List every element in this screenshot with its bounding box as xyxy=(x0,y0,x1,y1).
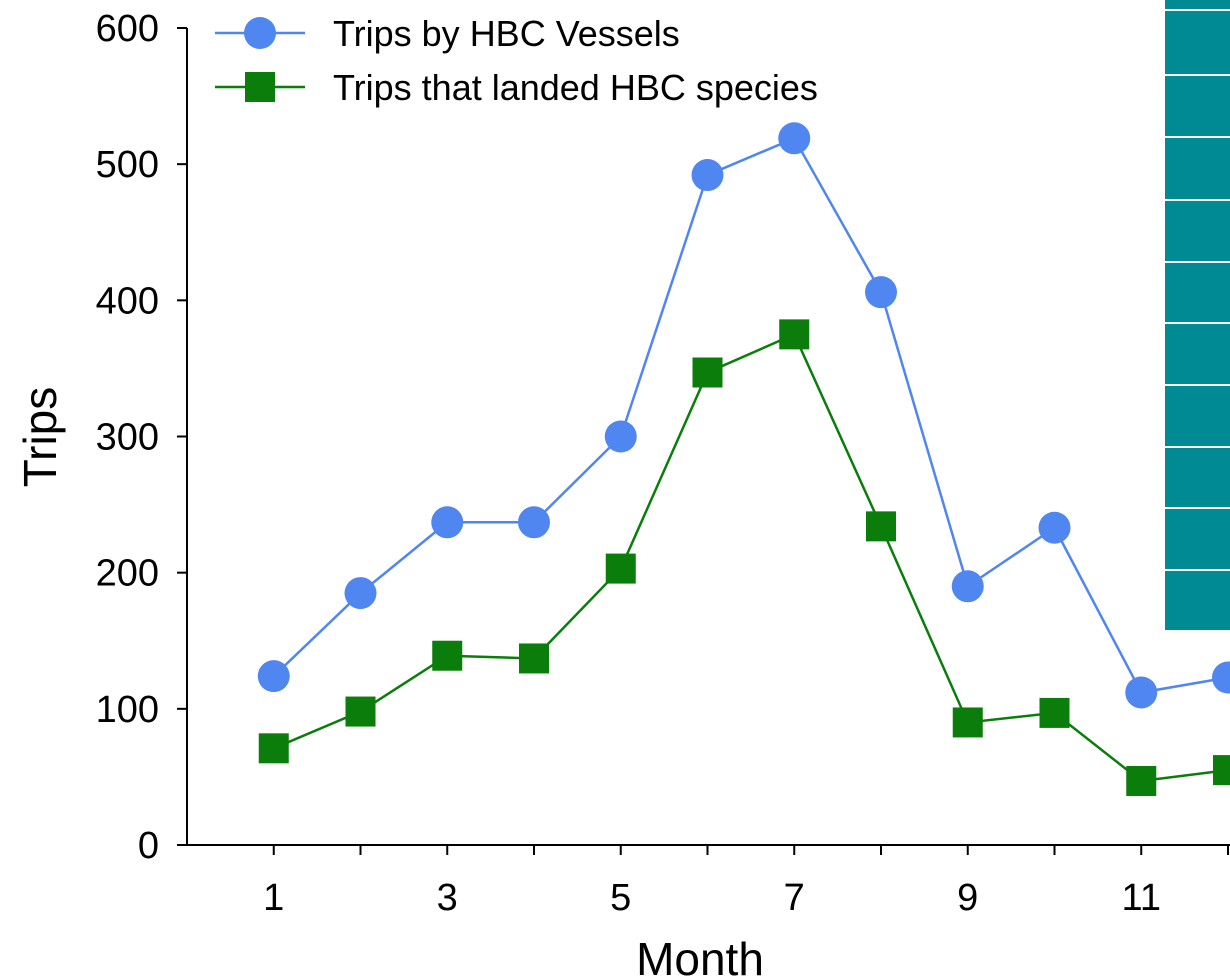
data-point xyxy=(432,640,463,671)
legend-label: Trips by HBC Vessels xyxy=(333,13,680,54)
data-point xyxy=(431,506,464,539)
data-point xyxy=(1126,766,1157,797)
data-point xyxy=(1213,755,1230,786)
data-point xyxy=(344,577,377,610)
data-point xyxy=(345,696,376,727)
series-line xyxy=(273,332,1229,783)
y-tick-label: 100 xyxy=(96,689,159,731)
data-point xyxy=(1039,697,1070,728)
y-tick-label: 500 xyxy=(96,144,159,186)
series-2 xyxy=(258,319,1230,797)
data-point xyxy=(1212,661,1230,694)
data-point xyxy=(952,707,983,738)
data-point xyxy=(605,553,636,584)
data-point xyxy=(1125,676,1158,709)
y-axis-title: Trips xyxy=(14,387,66,488)
legend-marker xyxy=(245,72,275,102)
y-tick-label: 200 xyxy=(96,553,159,595)
data-point xyxy=(866,511,896,542)
series-1 xyxy=(257,122,1230,709)
data-point xyxy=(1038,511,1071,544)
data-point xyxy=(778,122,811,155)
data-point xyxy=(691,159,724,192)
x-tick-label: 11 xyxy=(1122,877,1161,919)
data-point xyxy=(692,357,723,388)
x-tick-label: 5 xyxy=(610,877,631,919)
legend-marker xyxy=(244,17,276,49)
x-axis-title: Month xyxy=(636,933,764,980)
x-tick-label: 9 xyxy=(957,877,978,919)
data-point xyxy=(258,733,289,764)
x-tick-label: 7 xyxy=(784,877,805,919)
data-point xyxy=(519,643,549,674)
data-point xyxy=(257,660,290,693)
y-tick-label: 300 xyxy=(96,417,159,459)
series-line xyxy=(272,136,1229,694)
y-tick-label: 600 xyxy=(96,8,159,50)
data-point xyxy=(865,276,897,309)
data-point xyxy=(779,319,810,350)
overlay-panel xyxy=(1165,0,1230,630)
data-point xyxy=(951,570,984,603)
legend-label: Trips that landed HBC species xyxy=(333,67,818,108)
x-tick-label: 1 xyxy=(263,877,284,919)
data-point xyxy=(604,420,637,453)
y-tick-label: 0 xyxy=(138,825,159,867)
data-point xyxy=(518,506,550,539)
x-tick-label: 3 xyxy=(437,877,458,919)
y-tick-label: 400 xyxy=(96,280,159,322)
